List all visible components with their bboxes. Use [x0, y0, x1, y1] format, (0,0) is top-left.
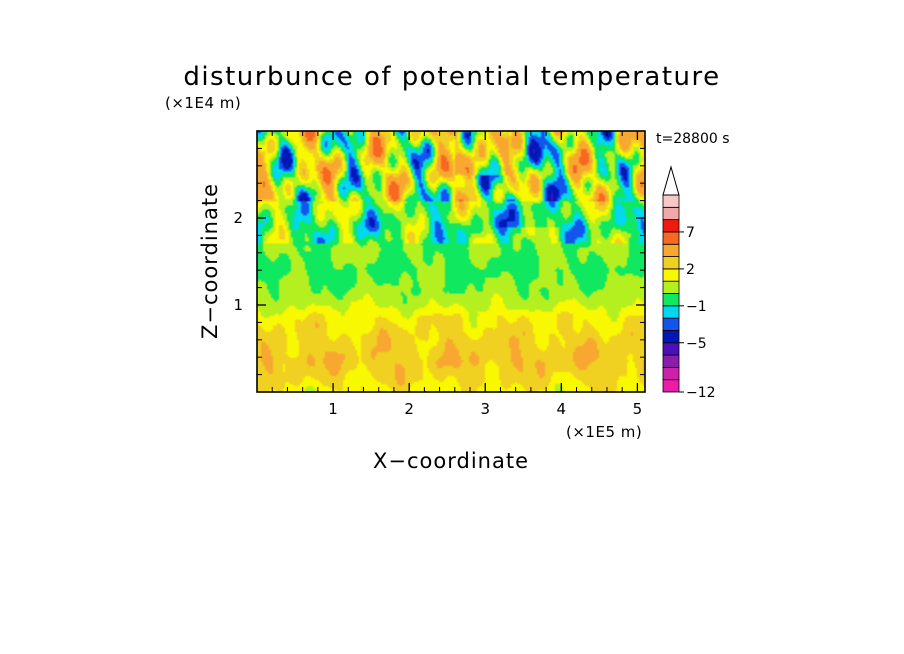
- x-axis-label: X−coordinate: [373, 449, 529, 473]
- plot-area: 1 2 3 4 5 1 2: [233, 130, 646, 418]
- colorbar-swatch: [662, 231, 680, 245]
- colorbar-swatch: [662, 219, 680, 233]
- colorbar-swatch: [662, 194, 680, 208]
- plot-frame: [256, 130, 646, 393]
- colorbar-swatch: [662, 305, 680, 319]
- y-axis-label: Z−coordinate: [198, 183, 222, 339]
- colorbar-swatch: [662, 366, 680, 381]
- heatmap-field: [257, 131, 645, 392]
- colorbar-swatch: [662, 330, 680, 344]
- colorbar: 7 2 −1 −5 −12: [662, 165, 716, 401]
- colorbar-swatch: [662, 379, 680, 393]
- y-unit-label: (×1E4 m): [165, 94, 241, 112]
- colorbar-swatch: [662, 280, 680, 294]
- axis-ticks: 1 2 3 4 5 1 2: [233, 131, 645, 418]
- x-tick-label: 1: [328, 400, 338, 418]
- x-tick-label: 2: [404, 400, 414, 418]
- time-label: t=28800 s: [656, 131, 730, 147]
- colorbar-swatch: [662, 256, 680, 270]
- colorbar-tick-label: −1: [686, 299, 707, 315]
- x-unit-label: (×1E5 m): [566, 423, 642, 441]
- colorbar-swatch: [662, 268, 680, 282]
- x-tick-label: 5: [633, 400, 643, 418]
- colorbar-extend-arrow: [662, 165, 680, 196]
- colorbar-swatch: [662, 206, 680, 221]
- colorbar-swatch: [662, 354, 680, 368]
- colorbar-tick-label: 7: [686, 225, 695, 241]
- y-tick-label: 2: [233, 209, 243, 227]
- y-tick-label: 1: [233, 296, 243, 314]
- colorbar-tick-label: −5: [686, 336, 707, 352]
- x-tick-label: 4: [557, 400, 567, 418]
- colorbar-swatch: [662, 293, 680, 307]
- colorbar-swatch: [662, 342, 680, 356]
- colorbar-swatch: [662, 317, 680, 331]
- colorbar-tick-label: 2: [686, 262, 695, 278]
- chart-title: disturbunce of potential temperature: [183, 62, 720, 92]
- colorbar-tick-label: −12: [686, 385, 716, 401]
- colorbar-swatch: [662, 243, 680, 257]
- x-tick-label: 3: [480, 400, 490, 418]
